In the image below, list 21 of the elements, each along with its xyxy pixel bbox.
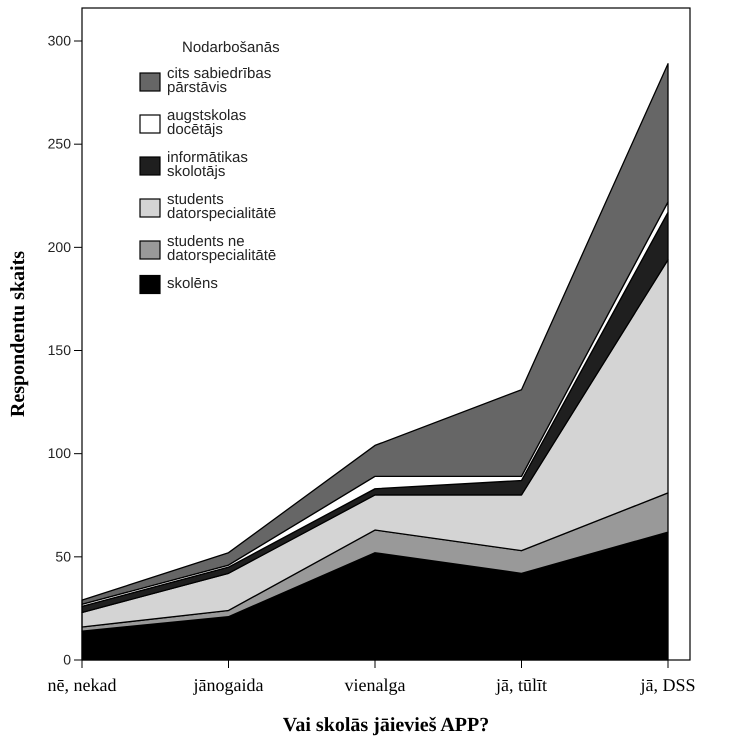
y-tick-label: 300 [48,32,72,48]
legend-label: informātikas skolotājs [167,149,248,180]
y-axis-title: Respondentu skaits [7,250,29,418]
y-tick-label: 50 [55,548,72,564]
y-tick-label: 250 [48,136,72,152]
x-axis-title: Vai skolās jāievieš APP? [282,714,490,736]
y-tick-label: 200 [48,238,72,255]
x-tick-label: jā, tūlīt [495,674,547,695]
legend-title: Nodarbošanās [182,39,280,56]
legend-label: skolēns [167,275,218,292]
y-tick-label: 0 [63,651,72,668]
x-tick-label: jānogaida [192,674,264,695]
legend-label: students datorspecialitātē [167,191,276,222]
legend-label: students ne datorspecialitātē [167,233,276,264]
legend-label: cits sabiedrības pārstāvis [167,65,272,96]
y-tick-label: 150 [48,342,72,358]
x-tick-label: nē, nekad [48,674,116,695]
y-tick-label: 100 [48,445,72,462]
x-tick-label: vienalga [344,674,406,695]
x-tick-label: jā, DSS [639,674,696,695]
legend-label: augstskolas docētājs [167,107,246,138]
